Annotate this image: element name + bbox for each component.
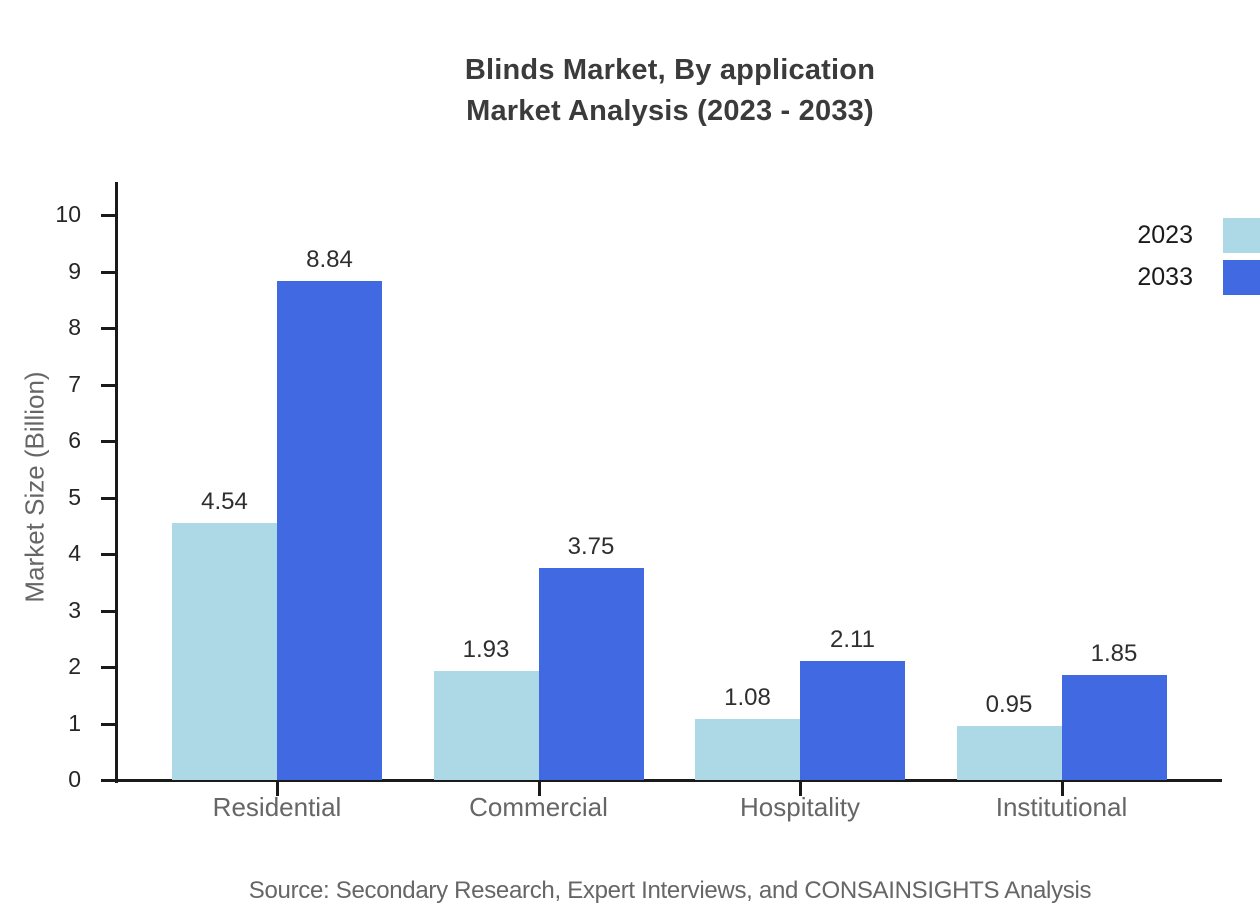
y-tick-label: 10 bbox=[55, 201, 81, 227]
legend-label-2033: 2033 bbox=[1137, 263, 1193, 291]
y-tick bbox=[101, 553, 115, 556]
y-tick bbox=[101, 609, 115, 613]
bar-2033-institutional bbox=[1061, 675, 1167, 780]
y-tick-label: 5 bbox=[68, 483, 81, 510]
y-tick-label: 1 bbox=[68, 709, 81, 736]
category-label-residential: Residential bbox=[212, 792, 342, 822]
x-tick bbox=[276, 782, 279, 796]
y-tick bbox=[101, 496, 115, 500]
legend-label-2023: 2023 bbox=[1137, 221, 1193, 249]
value-label: 0.95 bbox=[985, 691, 1033, 719]
y-tick bbox=[101, 666, 115, 669]
bar-2033-residential bbox=[277, 280, 382, 780]
y-tick-label: 7 bbox=[68, 370, 81, 397]
y-tick bbox=[101, 440, 115, 443]
category-label-hospitality: Hospitality bbox=[740, 792, 860, 822]
category-label-institutional: Institutional bbox=[995, 792, 1128, 822]
bar-2023-hospitality bbox=[695, 718, 800, 780]
value-label: 4.54 bbox=[201, 488, 248, 516]
bar-2033-commercial bbox=[538, 568, 644, 780]
y-tick bbox=[101, 270, 115, 274]
y-tick-label: 4 bbox=[68, 540, 81, 566]
chart-title-line-1: Blinds Market, By application bbox=[464, 54, 876, 86]
y-tick-label: 3 bbox=[68, 596, 81, 623]
chart-title-line-2: Market Analysis (2023 - 2033) bbox=[466, 95, 874, 127]
legend-swatch-2033 bbox=[1223, 260, 1260, 295]
x-axis-spine bbox=[115, 779, 1222, 782]
y-tick bbox=[101, 722, 115, 726]
y-axis-spine bbox=[115, 182, 118, 783]
x-tick bbox=[1060, 782, 1064, 796]
y-tick bbox=[101, 214, 115, 217]
source-note: Source: Secondary Research, Expert Inter… bbox=[248, 877, 1092, 904]
x-tick bbox=[799, 782, 802, 796]
y-tick-label: 0 bbox=[68, 766, 81, 792]
value-label: 1.08 bbox=[724, 683, 771, 711]
value-label: 1.93 bbox=[462, 635, 510, 663]
value-label: 3.75 bbox=[567, 533, 615, 561]
y-tick-label: 6 bbox=[68, 427, 81, 453]
value-label: 8.84 bbox=[306, 245, 353, 273]
value-label: 1.85 bbox=[1090, 640, 1138, 668]
bar-2033-hospitality bbox=[800, 660, 905, 780]
y-tick-label: 9 bbox=[68, 257, 81, 284]
category-label-commercial: Commercial bbox=[469, 792, 608, 822]
y-tick bbox=[101, 383, 115, 387]
x-tick bbox=[537, 782, 541, 796]
y-tick bbox=[101, 779, 115, 782]
bar-2023-institutional bbox=[956, 726, 1062, 780]
bar-2023-commercial bbox=[433, 670, 539, 780]
chart-title: Blinds Market, By application Market Ana… bbox=[80, 50, 1260, 132]
y-tick-label: 2 bbox=[68, 653, 81, 679]
y-tick-label: 8 bbox=[68, 314, 81, 340]
y-tick bbox=[101, 327, 115, 330]
bar-2023-residential bbox=[172, 523, 277, 780]
legend-swatch-2023 bbox=[1223, 218, 1260, 253]
value-label: 2.11 bbox=[830, 625, 875, 653]
